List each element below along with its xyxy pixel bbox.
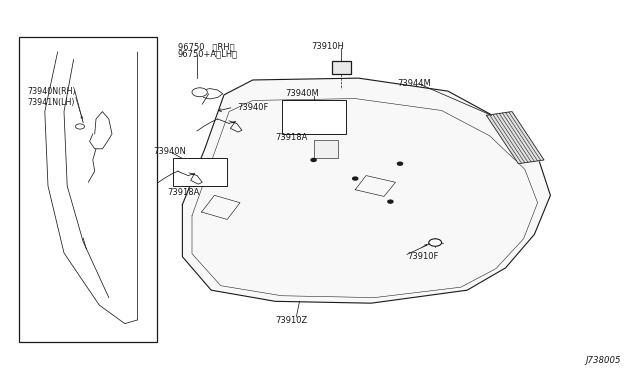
Text: 73940M: 73940M — [285, 89, 319, 98]
Circle shape — [353, 177, 358, 180]
Text: 73940F: 73940F — [237, 103, 268, 112]
Polygon shape — [486, 112, 544, 164]
Text: 73910F: 73910F — [408, 252, 439, 261]
Bar — [332, 61, 351, 74]
Circle shape — [192, 88, 207, 97]
Text: 96750+A〈LH〉: 96750+A〈LH〉 — [178, 49, 238, 58]
Text: 96750   〈RH〉: 96750 〈RH〉 — [178, 42, 234, 51]
Bar — [19, 37, 157, 342]
Bar — [282, 100, 346, 134]
Text: 73940N: 73940N — [154, 147, 186, 156]
Polygon shape — [182, 78, 550, 303]
Text: 73918A: 73918A — [275, 133, 308, 142]
Text: 73941N(LH): 73941N(LH) — [27, 98, 74, 107]
Text: 73910Z: 73910Z — [275, 316, 307, 325]
Circle shape — [397, 162, 403, 165]
Text: 73918A: 73918A — [168, 188, 200, 197]
Text: 73940N(RH): 73940N(RH) — [27, 87, 76, 96]
Bar — [173, 158, 227, 186]
Circle shape — [311, 158, 316, 161]
Text: J738005: J738005 — [586, 356, 621, 365]
Circle shape — [429, 239, 442, 246]
Text: 73944M: 73944M — [397, 79, 431, 88]
Circle shape — [388, 200, 393, 203]
Bar — [314, 140, 338, 158]
Text: 73910H: 73910H — [311, 42, 344, 51]
